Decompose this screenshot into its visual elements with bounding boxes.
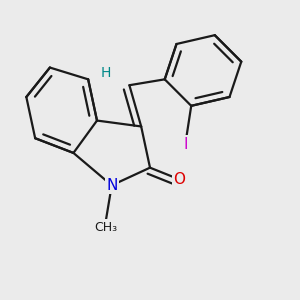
Text: I: I	[183, 136, 188, 152]
Text: H: H	[100, 66, 111, 80]
Text: N: N	[106, 178, 117, 193]
Text: O: O	[173, 172, 185, 187]
Text: CH₃: CH₃	[94, 221, 117, 234]
